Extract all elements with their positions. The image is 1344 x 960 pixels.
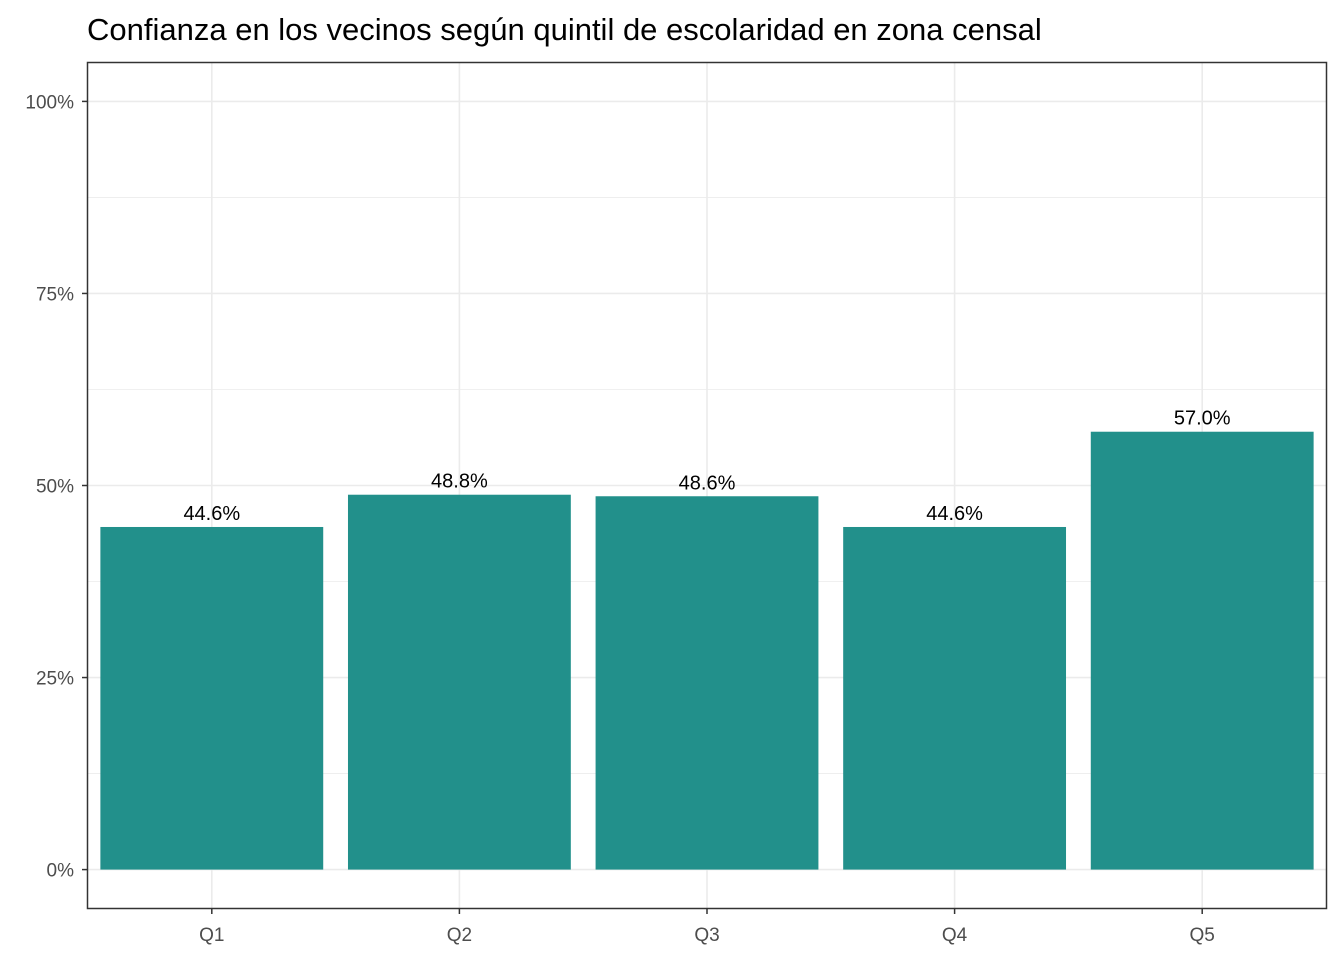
- data-label-q2: 48.8%: [431, 471, 488, 493]
- x-tick-label-q2: Q2: [447, 925, 472, 946]
- x-tick-label-q4: Q4: [942, 925, 968, 946]
- x-tick-label-q1: Q1: [199, 925, 224, 946]
- bar-q1: [100, 526, 324, 870]
- x-tick-label-q3: Q3: [694, 925, 719, 946]
- y-tick-label: 50%: [36, 477, 74, 498]
- data-label-q4: 44.6%: [926, 503, 983, 525]
- bars: [100, 431, 1314, 870]
- bar-q3: [595, 496, 819, 870]
- x-tick-label-q5: Q5: [1190, 925, 1215, 946]
- data-label-q3: 48.6%: [679, 472, 736, 494]
- bar-q5: [1090, 431, 1314, 870]
- bar-q4: [843, 526, 1067, 870]
- y-tick-label: 75%: [36, 284, 74, 305]
- y-tick-label: 0%: [47, 861, 75, 882]
- data-label-q1: 44.6%: [183, 503, 240, 525]
- x-axis: Q1 Q2 Q3 Q4 Q5: [199, 908, 1215, 946]
- y-tick-label: 100%: [25, 92, 74, 113]
- y-axis: 0% 25% 50% 75% 100%: [25, 92, 88, 882]
- bar-q2: [347, 494, 571, 870]
- data-labels: 44.6% 48.8% 48.6% 44.6% 57.0%: [183, 408, 1230, 525]
- chart-title: Confianza en los vecinos según quintil d…: [87, 12, 1042, 47]
- data-label-q5: 57.0%: [1174, 408, 1231, 430]
- y-tick-label: 25%: [36, 669, 74, 690]
